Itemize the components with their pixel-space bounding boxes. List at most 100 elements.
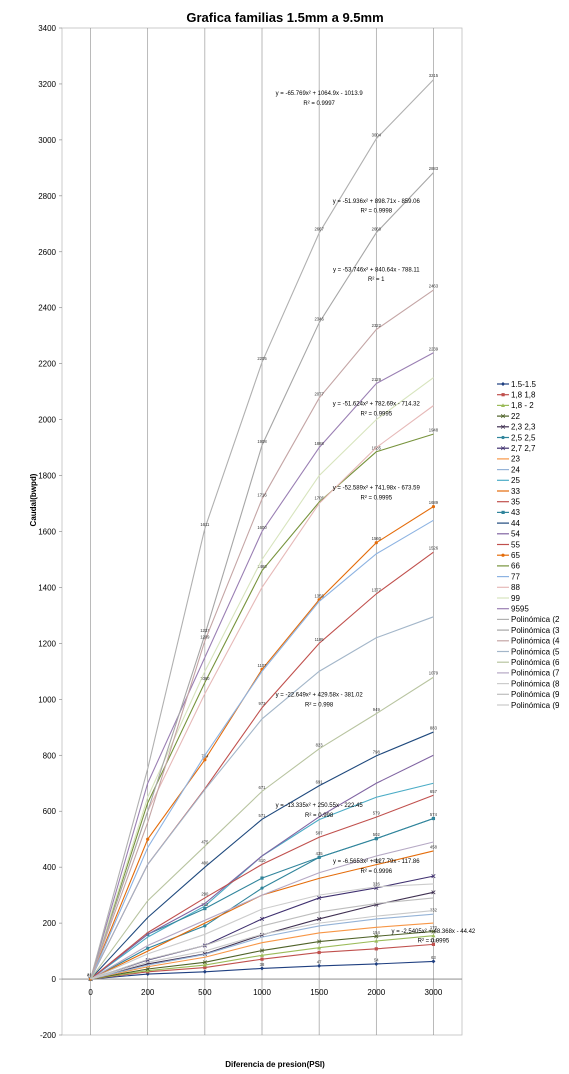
legend-entry: Polinómica (8 [511, 679, 560, 688]
legend-marker [501, 382, 505, 386]
data-label: 507 [316, 831, 324, 836]
data-label: 410 [259, 858, 267, 863]
data-label: 1060 [200, 676, 210, 681]
trendline-equation: R² = 0.9997 [303, 101, 335, 107]
data-point [317, 945, 322, 950]
data-label: 252 [201, 902, 209, 907]
legend-marker [501, 393, 505, 397]
trendline-equation: y = -6.5653x² + 127.79x - 117.86 [333, 859, 420, 865]
data-point [203, 906, 207, 911]
data-point [145, 968, 150, 973]
series-line [90, 913, 434, 980]
data-point [374, 541, 378, 545]
data-label: 1908 [257, 439, 267, 444]
legend-entry: 23 [511, 455, 520, 464]
data-label: 2077 [314, 392, 324, 397]
y-tick-label: -200 [40, 1031, 57, 1040]
series-line [90, 79, 434, 980]
trendline-equation: R² = 0.9998 [361, 209, 393, 215]
data-point [202, 969, 207, 974]
legend-entry: 9595 [511, 605, 529, 614]
data-point [317, 950, 321, 955]
data-label: 798 [373, 749, 381, 754]
data-label: 2667 [314, 227, 324, 232]
legend-entry: Polinómica (6 [511, 658, 560, 667]
y-tick-label: 1600 [38, 528, 56, 537]
legend-entry: 55 [511, 540, 520, 549]
series-line [90, 289, 434, 980]
data-point [317, 939, 322, 944]
data-label: 2129 [372, 377, 382, 382]
y-tick-label: 400 [43, 863, 57, 872]
legend-entry: 1,8 1,8 [511, 391, 536, 400]
data-label: 2346 [314, 316, 324, 321]
data-label: 883 [430, 726, 438, 731]
data-label: 1689 [429, 500, 439, 505]
legend-entry: 24 [511, 465, 520, 474]
y-tick-label: 200 [43, 919, 57, 928]
trendline-equation: R² = 0.9995 [361, 411, 393, 417]
x-tick-label: 1000 [253, 988, 271, 997]
legend-entry: 2,3 2,3 [511, 423, 536, 432]
data-label: 823 [316, 742, 324, 747]
data-point [259, 916, 265, 921]
data-point [374, 939, 379, 943]
data-label: 1716 [257, 493, 267, 498]
data-label: 3215 [429, 73, 439, 78]
data-point [202, 960, 207, 965]
data-point [202, 963, 207, 967]
trendline-equation: y = -51.624x² + 782.69x - 714.32 [333, 402, 421, 408]
data-label: 232 [430, 908, 438, 913]
legend-entry: Polinómica (7 [511, 669, 560, 678]
data-label: 1526 [429, 546, 439, 551]
trendline-equation: y = -65.769x² + 1064.9x - 1013.9 [276, 91, 364, 97]
data-label: 1195 [315, 637, 325, 642]
x-tick-label: 200 [141, 988, 155, 997]
y-tick-label: 3400 [38, 24, 56, 33]
data-label: 2668 [372, 226, 382, 231]
legend-entry: Polinómica (5 [511, 647, 560, 656]
y-tick-label: 1800 [38, 472, 56, 481]
data-label: 671 [259, 785, 267, 790]
series-line [90, 731, 434, 980]
legend-entry: Polinómica (2 [511, 615, 560, 624]
series-line [90, 794, 434, 980]
chart-title: Grafica familias 1.5mm a 9.5mm [186, 10, 383, 25]
data-label: 949 [373, 707, 381, 712]
data-label: 413 [87, 973, 95, 978]
legend-entry: 2,5 2,5 [511, 433, 536, 442]
legend-entry: 2,7 2,7 [511, 444, 536, 453]
y-tick-label: 1000 [38, 695, 56, 704]
x-tick-label: 2000 [367, 988, 385, 997]
legend-entry: 33 [511, 487, 520, 496]
data-label: 2463 [429, 284, 439, 289]
legend-entry: 1.5-1.5 [511, 380, 536, 389]
data-point [317, 963, 322, 968]
legend-marker [501, 435, 505, 440]
data-label: 2322 [372, 323, 382, 328]
legend-entry: 54 [511, 530, 520, 539]
y-tick-label: 1400 [38, 583, 56, 592]
data-label: 1356 [314, 593, 324, 598]
y-tick-label: 2000 [38, 416, 56, 425]
data-label: 475 [201, 840, 209, 845]
legend-marker [500, 414, 506, 419]
data-label: 170 [430, 925, 438, 930]
data-label: 1611 [200, 522, 210, 527]
y-tick-label: 2400 [38, 304, 56, 313]
x-tick-label: 500 [198, 988, 212, 997]
data-point [431, 816, 436, 821]
data-point [260, 953, 264, 957]
series-line [90, 352, 434, 980]
data-point [431, 890, 436, 895]
legend-entry: 77 [511, 572, 520, 581]
data-point [203, 965, 207, 970]
legend-entry: 65 [511, 551, 520, 560]
data-point [259, 948, 265, 953]
data-point [146, 946, 150, 950]
legend-entry: 25 [511, 476, 520, 485]
data-point [374, 934, 379, 939]
series-line [90, 754, 434, 980]
data-point [431, 505, 436, 509]
